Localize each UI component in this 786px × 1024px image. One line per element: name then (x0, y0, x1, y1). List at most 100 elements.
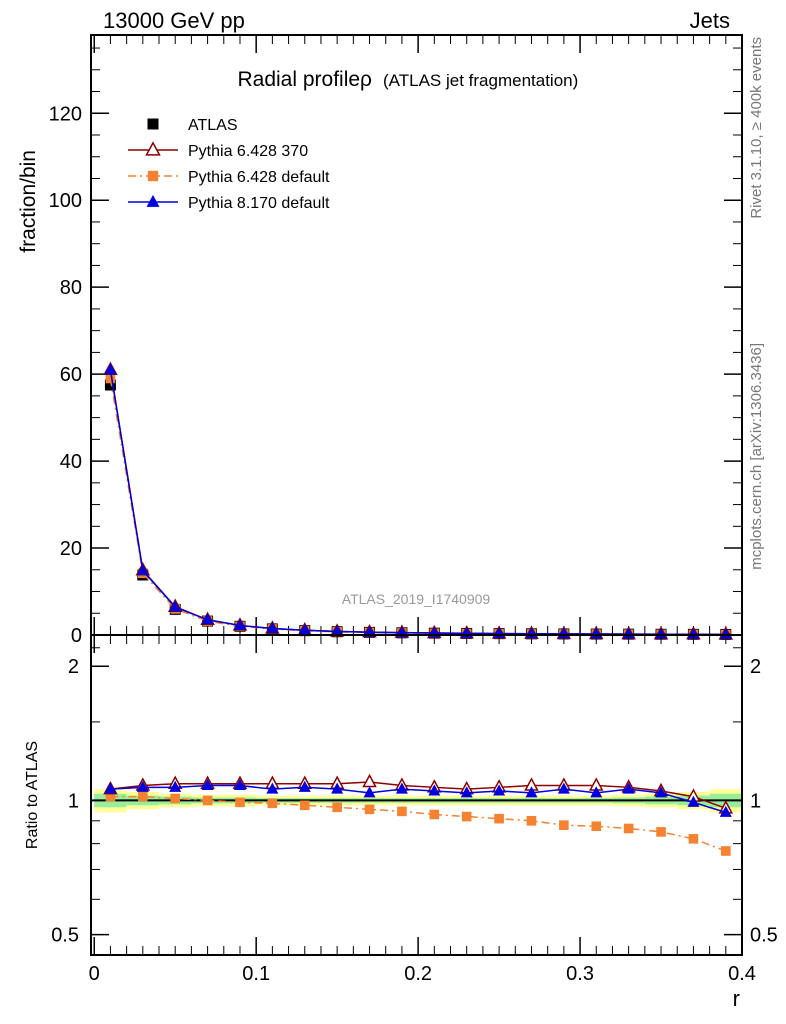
data-marker (526, 816, 537, 826)
series-line (110, 795, 727, 852)
data-marker (493, 784, 506, 796)
series-pythia-8-170-default (104, 778, 732, 817)
data-marker (332, 802, 342, 813)
data-marker (145, 141, 161, 156)
data-marker (721, 846, 731, 856)
legend-item-pythia-8-170-default: Pythia 8.170 default (128, 194, 330, 212)
series-line (110, 781, 727, 810)
analysis-watermark: ATLAS_2019_I1740909 (342, 591, 491, 607)
data-marker (299, 800, 310, 811)
data-marker (266, 782, 279, 794)
data-marker (104, 379, 116, 391)
data-marker (235, 797, 245, 808)
data-marker (147, 118, 159, 130)
data-marker (622, 782, 635, 794)
ratio-y-tick-label: 2 (68, 656, 79, 678)
legend: ATLAS Pythia 6.428 370 Pythia 6.428 defaul… (128, 117, 330, 212)
y-tick-label: 60 (60, 364, 82, 386)
data-marker (687, 795, 700, 807)
process-label: Jets (689, 8, 730, 33)
data-marker (494, 813, 504, 824)
data-marker (428, 784, 441, 796)
data-marker (719, 627, 732, 639)
series-line (110, 784, 727, 814)
main-plot: 0 20 40 60 80 100 120 Radial profileρ (ATLAS j… (17, 34, 743, 647)
main-plot-ticks: 0 20 40 60 80 100 120 (49, 35, 743, 647)
ratio-plot: 0 0.1 0.2 0.3 0.4 0.5 0.5 1 1 2 2 Ratio to ATLAS r (24, 634, 778, 1011)
legend-label: Pythia 6.428 default (188, 169, 330, 186)
ratio-y-tick-label-right: 0.5 (750, 925, 778, 947)
series-pythia-6-428-default (105, 791, 731, 856)
y-tick-label: 40 (60, 451, 82, 473)
y-axis-label: fraction/bin (17, 150, 40, 253)
data-marker (201, 778, 214, 791)
legend-item-atlas: ATLAS (147, 117, 238, 134)
side-label-mcplots: mcplots.cern.ch [arXiv:1306.3436] (748, 343, 765, 570)
data-marker (331, 782, 344, 794)
x-tick-label: 0.1 (242, 963, 270, 985)
data-marker (687, 627, 700, 639)
data-marker (591, 821, 602, 832)
ratio-plot-frame (90, 634, 743, 956)
data-marker (364, 804, 375, 815)
legend-label: Pythia 8.170 default (188, 195, 330, 212)
data-marker (656, 827, 666, 837)
data-marker (170, 793, 181, 804)
ratio-y-axis-label: Ratio to ATLAS (24, 741, 41, 849)
ratio-y-tick-label-right: 1 (750, 790, 761, 812)
data-marker (331, 624, 344, 637)
data-marker (233, 778, 246, 791)
x-axis-label: r (733, 986, 740, 1011)
data-marker (688, 834, 699, 844)
y-tick-label: 0 (71, 625, 82, 647)
y-tick-label: 120 (49, 103, 82, 125)
legend-item-pythia-6-428-370: Pythia 6.428 370 (128, 141, 308, 160)
data-marker (298, 623, 311, 635)
y-tick-label: 20 (60, 538, 82, 560)
data-marker (169, 780, 182, 792)
legend-item-pythia-6-428-default: Pythia 6.428 default (128, 169, 330, 186)
data-marker (719, 805, 732, 817)
legend-label: ATLAS (188, 117, 238, 134)
data-marker (136, 780, 149, 792)
data-marker (429, 809, 440, 820)
ratio-y-tick-label: 1 (68, 790, 79, 812)
data-marker (104, 782, 117, 794)
data-marker (266, 621, 279, 633)
data-marker (557, 782, 570, 794)
energy-label: 13000 GeV pp (103, 8, 245, 33)
ratio-y-tick-label: 0.5 (51, 925, 79, 947)
data-marker (395, 782, 408, 794)
data-marker (363, 786, 376, 798)
data-marker (105, 791, 116, 802)
y-tick-label: 80 (60, 277, 82, 299)
data-marker (362, 773, 377, 788)
x-tick-label: 0 (89, 963, 100, 985)
data-marker (559, 820, 569, 830)
data-marker (138, 791, 148, 802)
data-marker (105, 373, 116, 384)
data-marker (146, 194, 160, 207)
data-marker (298, 780, 311, 792)
chart-title: Radial profileρ (237, 68, 372, 91)
data-marker (267, 798, 278, 809)
data-marker (202, 795, 213, 806)
data-marker (104, 363, 117, 375)
data-marker (136, 564, 149, 576)
ratio-y-tick-label-right: 2 (750, 656, 761, 678)
data-marker (147, 170, 159, 182)
x-tick-label: 0.4 (728, 963, 756, 985)
y-tick-label: 100 (49, 190, 82, 212)
data-marker (201, 613, 214, 625)
data-marker (525, 786, 538, 798)
chart-subtitle: (ATLAS jet fragmentation) (383, 71, 578, 90)
data-marker (590, 786, 603, 798)
ratio-plot-ticks: 0 0.1 0.2 0.3 0.4 0.5 0.5 1 1 2 2 (51, 635, 778, 985)
data-marker (233, 618, 246, 630)
side-label-rivet: Rivet 3.1.10, ≥ 400k events (748, 37, 765, 219)
series-pythia-6-428-370 (103, 773, 734, 814)
data-marker (461, 811, 472, 822)
data-marker (397, 806, 407, 817)
ratio-plot-series (103, 773, 734, 856)
